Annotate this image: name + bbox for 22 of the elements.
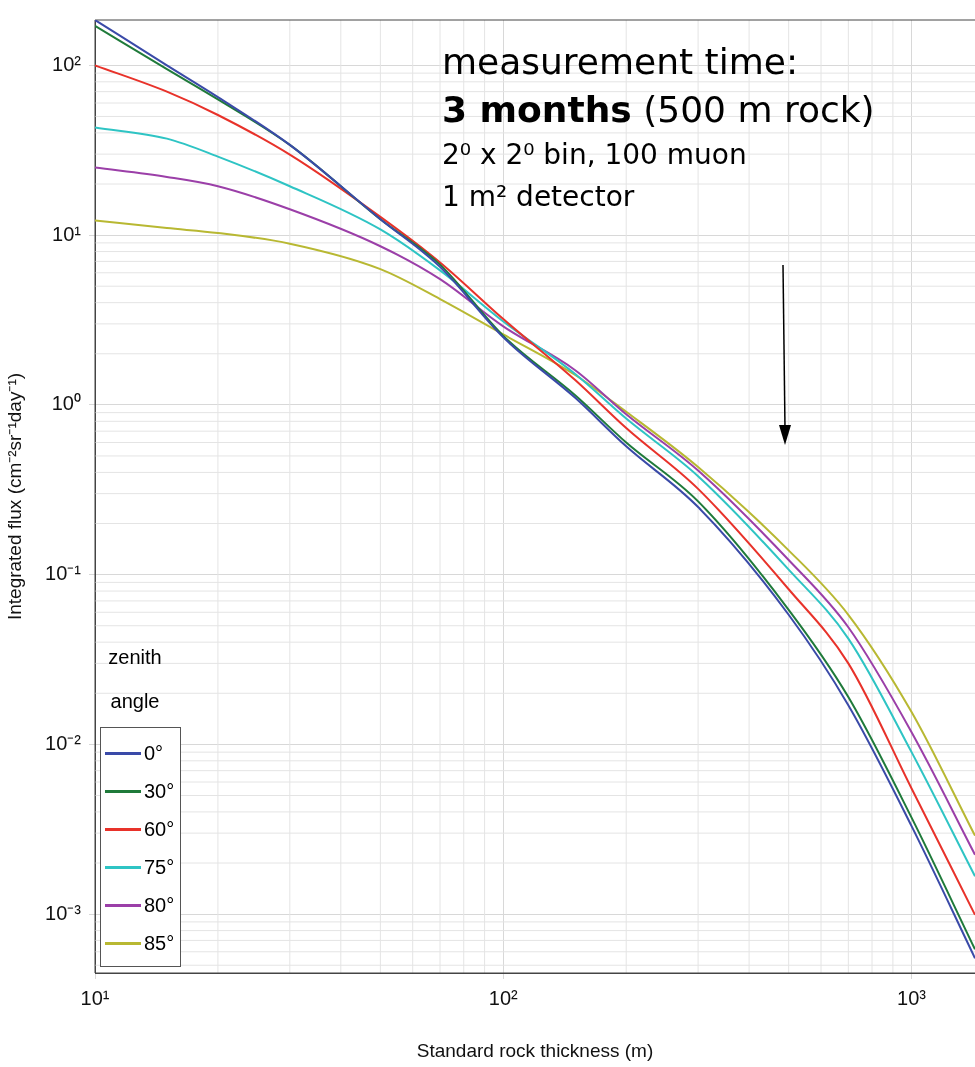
y-tick-label: 10⁻³ <box>45 901 82 924</box>
x-axis-title: Standard rock thickness (m) <box>416 1039 654 1061</box>
y-tick-label: 10⁻² <box>45 731 82 754</box>
legend-label: 85° <box>144 931 175 955</box>
legend-label: 75° <box>144 855 175 879</box>
y-tick-label: 10² <box>52 52 82 75</box>
legend-label: 60° <box>144 817 175 841</box>
legend-title: zenith angle <box>107 645 163 714</box>
y-axis-title: Integrated flux (cm⁻²sr⁻¹day⁻¹) <box>3 372 25 621</box>
annotation: 2⁰ x 2⁰ bin, 100 muon <box>442 137 748 173</box>
x-tick-label: 10² <box>488 986 519 1009</box>
annotation: measurement time: <box>442 40 800 84</box>
x-tick-label: 10³ <box>897 986 927 1009</box>
annotation: 3 months (500 m rock) <box>442 88 875 132</box>
legend-label: 30° <box>144 779 175 803</box>
y-tick-label: 10⁰ <box>51 392 81 415</box>
annotation: 1 m² detector <box>442 179 636 215</box>
x-tick-label: 10¹ <box>80 986 110 1009</box>
legend-label: 0° <box>144 741 164 765</box>
y-tick-label: 10¹ <box>52 222 82 245</box>
y-tick-label: 10⁻¹ <box>45 562 82 585</box>
legend-label: 80° <box>144 893 175 917</box>
